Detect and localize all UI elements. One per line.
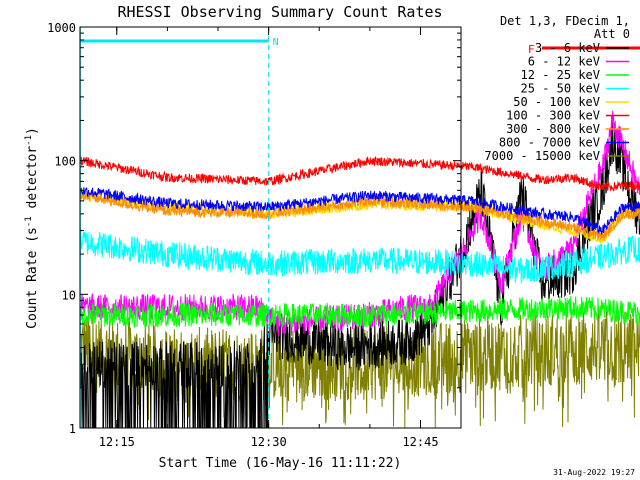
y-label-part-2: detector xyxy=(25,146,40,217)
y-tick-label-0: 1 xyxy=(69,422,76,436)
plot-frame xyxy=(79,26,462,429)
legend-label-7: 800 - 7000 keV xyxy=(499,136,600,150)
legend-label-1: 6 - 12 keV xyxy=(528,55,600,69)
y-tick-label-2: 100 xyxy=(54,155,76,169)
series-1-line xyxy=(79,110,640,337)
legend-label-4: 50 - 100 keV xyxy=(513,95,600,109)
series-3-line xyxy=(79,228,640,284)
y-tick-label-3: 1000 xyxy=(47,21,76,35)
legend-header-line-1: Det 1,3, FDecim 1, xyxy=(500,14,630,28)
legend-label-2: 12 - 25 keV xyxy=(521,68,600,82)
legend-label-3: 25 - 50 keV xyxy=(521,82,600,96)
x-axis-label: Start Time (16-May-16 11:11:22) xyxy=(159,456,402,471)
saa-label: N xyxy=(273,37,279,48)
y-label-exp-2: -1 xyxy=(24,135,34,146)
legend-header-line-2: Att 0 xyxy=(594,27,630,41)
series-5-line xyxy=(79,156,640,192)
y-label-part-1: Count Rate (s xyxy=(25,227,40,329)
series-6-line xyxy=(79,191,640,241)
timestamp: 31-Aug-2022 19:27 xyxy=(553,468,635,477)
y-tick-label-1: 10 xyxy=(62,288,76,302)
series-7-line xyxy=(79,187,640,235)
series-2-line xyxy=(79,295,640,329)
legend-label-6: 300 - 800 keV xyxy=(506,122,600,136)
axes: 110100100011:1511:3011:4512:0012:1512:30… xyxy=(47,21,462,449)
legend-label-8: 7000 - 15000 keV xyxy=(484,149,600,163)
x-tick-label-6: 12:45 xyxy=(402,435,438,449)
y-axis-label: Count Rate (s-1 detector-1) xyxy=(24,127,40,329)
chart-title: RHESSI Observing Summary Count Rates xyxy=(117,3,442,21)
legend-label-5: 100 - 300 keV xyxy=(506,109,600,123)
y-label-part-3: ) xyxy=(25,127,40,135)
x-tick-label-5: 12:30 xyxy=(251,435,287,449)
legend-label-0: 3 - 6 keV xyxy=(535,41,600,55)
x-tick-label-4: 12:15 xyxy=(99,435,135,449)
flare-label: F xyxy=(528,43,535,56)
y-label-exp-1: -1 xyxy=(24,216,34,227)
